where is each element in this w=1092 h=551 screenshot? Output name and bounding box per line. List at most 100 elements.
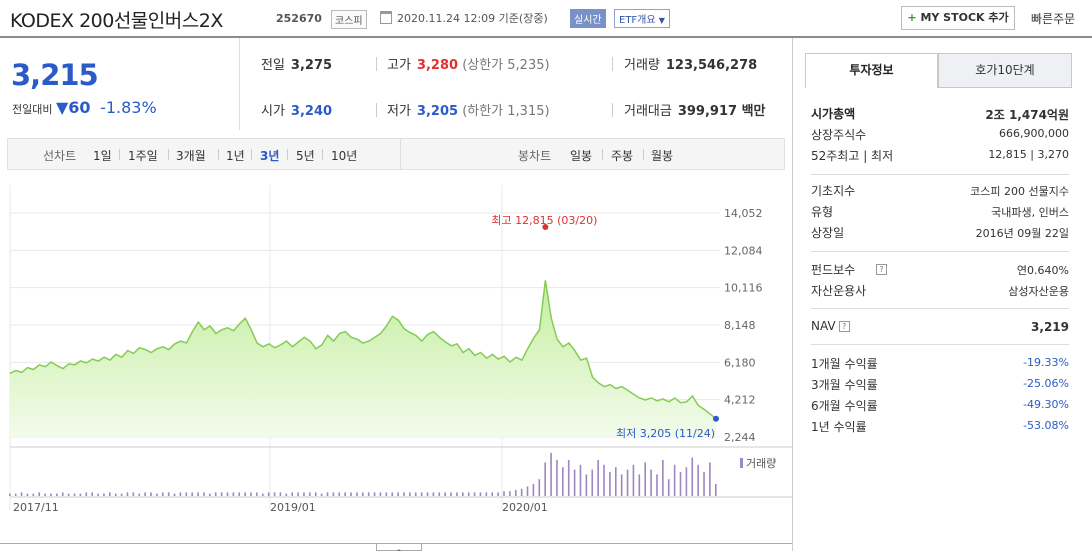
- max-annotation: 최고 12,815 (03/20): [491, 214, 597, 227]
- stat-open-value: 3,240: [290, 104, 333, 119]
- period-1y[interactable]: 1년: [226, 149, 245, 163]
- volume-bar: [326, 492, 329, 496]
- volume-bar: [609, 472, 611, 496]
- volume-bar: [485, 492, 488, 496]
- y-tick-label: 6,180: [724, 356, 756, 369]
- etf-overview-dropdown[interactable]: ETF개요 ▼: [614, 9, 670, 28]
- y-tick-label: 2,244: [724, 431, 756, 444]
- volume-bar: [362, 492, 364, 496]
- period-3y[interactable]: 3년: [260, 149, 280, 163]
- candle-monthly[interactable]: 월봉: [651, 149, 674, 163]
- volume-bar: [644, 462, 646, 496]
- info-group-returns: 1개월 수익률 -19.33% 3개월 수익률 -25.06% 6개월 수익률 -49.3…: [811, 352, 1069, 436]
- volume-bar: [562, 467, 564, 496]
- volume-bar: [544, 462, 546, 496]
- add-my-stock-button[interactable]: + MY STOCK 추가: [901, 6, 1015, 30]
- info-row-key: 유형: [811, 205, 834, 219]
- period-1d[interactable]: 1일: [93, 149, 112, 163]
- info-row-key: 자산운용사: [811, 284, 867, 298]
- volume-bar: [614, 467, 617, 496]
- volume-bar: [238, 492, 241, 496]
- info-row: 시가총액 2조 1,474억원: [811, 102, 1069, 123]
- volume-bar: [120, 493, 123, 496]
- volume-bar: [532, 484, 535, 496]
- x-tick-label: 2017/11: [13, 501, 59, 514]
- period-3m[interactable]: 3개월: [176, 149, 206, 163]
- volume-bar: [497, 492, 499, 496]
- info-row-key: 시가총액: [811, 107, 856, 121]
- y-tick-label: 12,084: [724, 244, 763, 257]
- nav-label: NAV: [811, 319, 836, 333]
- change-amount: 60: [68, 98, 91, 117]
- volume-bar: [444, 492, 446, 496]
- divider: [612, 57, 613, 71]
- volume-bar: [191, 492, 193, 496]
- tab-investment-info[interactable]: 투자정보: [805, 53, 938, 88]
- help-icon[interactable]: ?: [876, 264, 887, 275]
- volume-bar: [579, 464, 582, 496]
- stat-volume-value: 123,546,278: [665, 58, 758, 73]
- quick-order-link[interactable]: 빠른주문: [1031, 12, 1076, 26]
- stock-title: KODEX 200선물인버스2X: [10, 10, 223, 32]
- stat-high-label: 고가: [387, 58, 411, 73]
- divider: [376, 57, 377, 71]
- volume-bar: [403, 492, 405, 496]
- period-1w[interactable]: 1주일: [128, 149, 158, 163]
- candle-chart-label: 봉차트: [518, 149, 552, 163]
- volume-bar: [367, 492, 370, 496]
- info-row-value: 666,900,000: [999, 127, 1069, 140]
- change-percent: -1.83%: [100, 98, 157, 117]
- volume-bar: [9, 493, 11, 496]
- volume-bar: [479, 492, 482, 496]
- info-row-value: 12,815 | 3,270: [988, 148, 1069, 161]
- info-row-value: 연0.640%: [1016, 264, 1069, 277]
- volume-bar: [432, 492, 435, 496]
- chart-period-bar: 선차트 1일 1주일 3개월 1년 3년 5년 10년 봉차트 일봉 주봉 월봉: [7, 138, 785, 170]
- info-row: 자산운용사 삼성자산운용: [811, 279, 1069, 300]
- volume-bar: [267, 492, 270, 496]
- volume-bar: [314, 492, 317, 496]
- help-icon[interactable]: ?: [838, 321, 850, 332]
- info-row: 1년 수익률 -53.08%: [811, 415, 1069, 436]
- info-row-value: 코스피 200 선물지수: [970, 185, 1069, 198]
- volume-bar: [144, 492, 146, 496]
- stat-amount-value: 399,917 백만: [677, 104, 766, 119]
- info-row-nav: NAV? 3,219: [811, 316, 1069, 337]
- volume-bar: [114, 493, 117, 496]
- x-tick-label: 2019/01: [270, 501, 316, 514]
- volume-bar: [261, 493, 264, 496]
- price-chart[interactable]: 14,052 12,084 10,116 8,148 6,180 4,212 2,244 최고…: [0, 175, 792, 551]
- info-group-fund: 펀드보수 연0.640%? 자산운용사 삼성자산운용: [811, 258, 1069, 300]
- period-10y[interactable]: 10년: [331, 149, 358, 163]
- info-row-key: 상장일: [811, 226, 845, 240]
- volume-bar: [691, 457, 694, 496]
- info-row-key: 1개월 수익률: [811, 357, 878, 371]
- info-row: 6개월 수익률 -49.30%: [811, 394, 1069, 415]
- divider: [376, 103, 377, 117]
- expand-chart-handle[interactable]: [376, 544, 422, 551]
- volume-bar: [285, 493, 288, 496]
- volume-bar: [638, 474, 641, 496]
- tab-order-book[interactable]: 호가10단계: [938, 53, 1072, 88]
- info-row: 상장일 2016년 09월 22일: [811, 221, 1069, 242]
- volume-bar: [220, 492, 223, 496]
- candle-weekly[interactable]: 주봉: [611, 149, 634, 163]
- volume-bar: [185, 492, 188, 496]
- stat-amount: 거래대금 399,917 백만: [624, 100, 766, 119]
- volume-bar: [26, 493, 29, 496]
- volume-bar: [56, 493, 58, 496]
- volume-bar: [409, 492, 411, 496]
- realtime-button[interactable]: 실시간: [570, 9, 606, 28]
- candle-daily[interactable]: 일봉: [570, 149, 593, 163]
- market-badge: 코스피: [331, 10, 367, 29]
- volume-bar: [226, 492, 229, 496]
- divider: [0, 543, 792, 544]
- volume-bar: [473, 492, 476, 496]
- divider: [811, 174, 1069, 175]
- info-row-value: 2조 1,474억원: [985, 108, 1069, 122]
- period-5y[interactable]: 5년: [296, 149, 315, 163]
- y-tick-label: 14,052: [724, 207, 763, 220]
- min-marker: [713, 415, 719, 422]
- y-tick-label: 8,148: [724, 319, 756, 332]
- volume-bar: [173, 493, 176, 496]
